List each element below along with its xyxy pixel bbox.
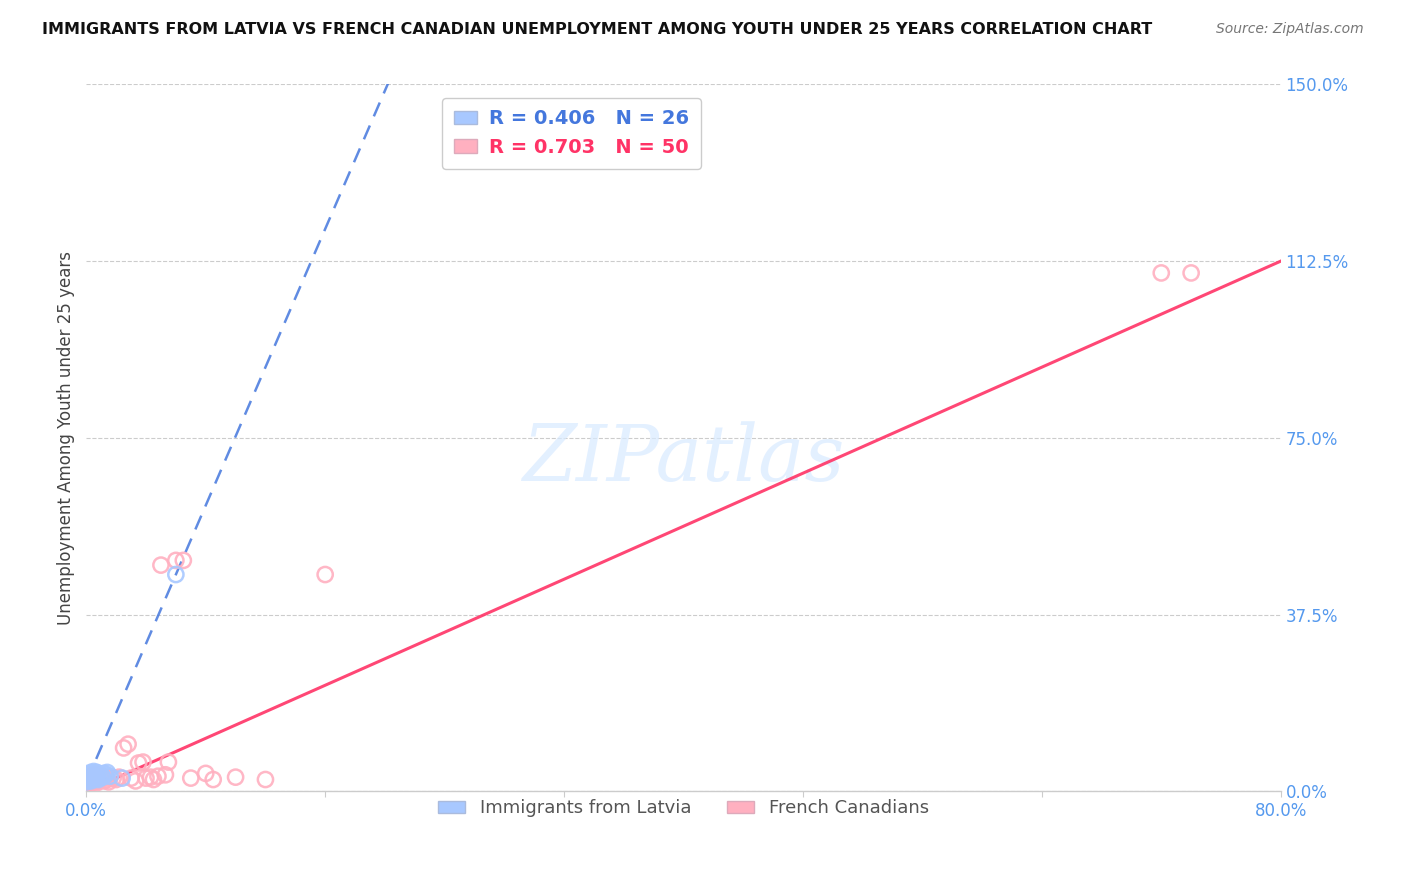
Point: [84, 770, 107, 784]
Point: [84, 768, 107, 782]
Point: [135, 771, 157, 785]
Point: [117, 737, 139, 751]
Point: [82, 773, 104, 788]
Point: [75, 776, 97, 790]
Point: [314, 567, 336, 582]
Point: [83, 772, 105, 787]
Point: [86, 776, 108, 790]
Point: [146, 769, 169, 783]
Point: [82, 770, 104, 784]
Point: [77, 775, 100, 789]
Point: [180, 771, 202, 785]
Point: [225, 770, 247, 784]
Point: [77, 771, 100, 785]
Point: [77, 771, 100, 785]
Point: [83, 775, 105, 789]
Point: [90, 768, 112, 782]
Point: [76, 772, 98, 787]
Point: [91, 770, 114, 784]
Point: [80, 776, 103, 790]
Point: [96, 765, 118, 780]
Point: [97, 775, 120, 789]
Point: [83, 768, 105, 782]
Point: [83, 764, 105, 779]
Point: [76, 773, 98, 788]
Point: [202, 772, 225, 787]
Point: [84, 773, 107, 788]
Point: [87, 773, 110, 788]
Point: [93, 766, 115, 780]
Point: [108, 770, 131, 784]
Point: [80, 770, 103, 784]
Point: [1180, 266, 1202, 280]
Point: [112, 741, 135, 756]
Point: [142, 772, 165, 787]
Point: [111, 771, 134, 785]
Point: [77, 768, 100, 782]
Text: ZIPatlas: ZIPatlas: [522, 421, 845, 497]
Point: [87, 771, 110, 785]
Point: [86, 771, 108, 785]
Point: [82, 766, 104, 780]
Point: [94, 768, 117, 782]
Point: [75, 775, 97, 789]
Point: [149, 558, 172, 573]
Point: [87, 772, 110, 787]
Point: [105, 772, 128, 787]
Point: [76, 770, 98, 784]
Y-axis label: Unemployment Among Youth under 25 years: Unemployment Among Youth under 25 years: [58, 251, 75, 625]
Point: [80, 773, 103, 788]
Point: [128, 756, 150, 770]
Point: [82, 769, 104, 783]
Point: [120, 771, 142, 785]
Point: [155, 768, 177, 782]
Point: [172, 553, 194, 567]
Point: [90, 769, 112, 783]
Text: Source: ZipAtlas.com: Source: ZipAtlas.com: [1216, 22, 1364, 37]
Point: [165, 567, 187, 582]
Point: [157, 755, 180, 769]
Point: [89, 769, 111, 783]
Point: [86, 765, 108, 780]
Point: [86, 768, 108, 782]
Point: [96, 772, 118, 787]
Point: [91, 771, 114, 785]
Point: [165, 553, 187, 567]
Text: IMMIGRANTS FROM LATVIA VS FRENCH CANADIAN UNEMPLOYMENT AMONG YOUTH UNDER 25 YEAR: IMMIGRANTS FROM LATVIA VS FRENCH CANADIA…: [42, 22, 1153, 37]
Point: [98, 770, 121, 784]
Point: [194, 766, 217, 780]
Point: [101, 771, 124, 785]
Point: [254, 772, 277, 787]
Point: [98, 769, 121, 783]
Point: [80, 765, 103, 780]
Point: [139, 770, 162, 784]
Point: [1150, 266, 1173, 280]
Point: [87, 766, 110, 780]
Point: [124, 773, 146, 788]
Legend: Immigrants from Latvia, French Canadians: Immigrants from Latvia, French Canadians: [430, 792, 936, 825]
Point: [132, 755, 155, 769]
Point: [89, 772, 111, 787]
Point: [93, 773, 115, 788]
Point: [94, 770, 117, 784]
Point: [84, 770, 107, 784]
